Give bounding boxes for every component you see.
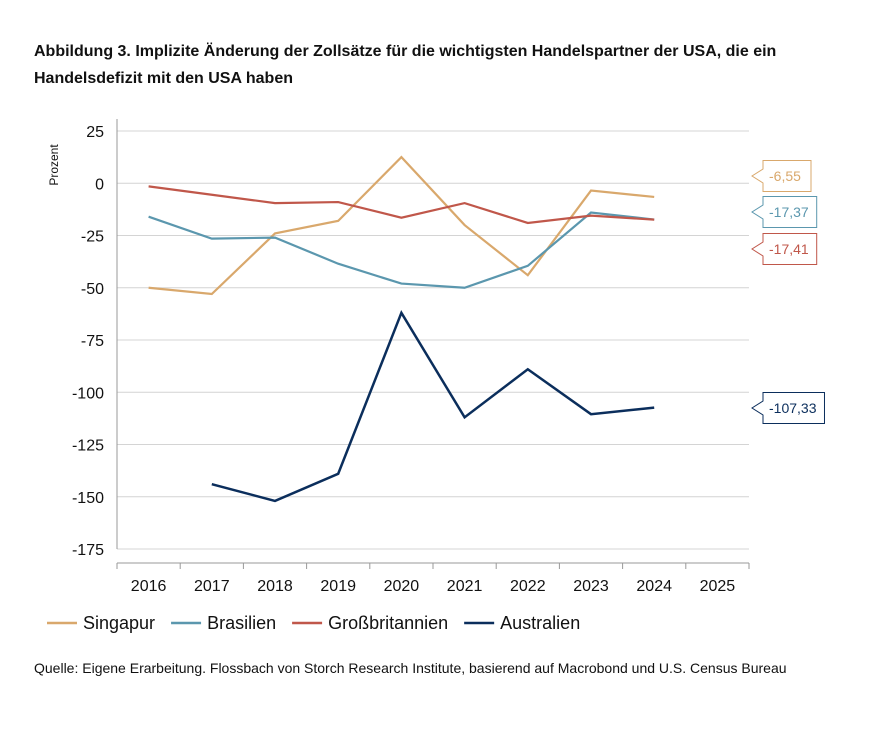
series-line-singapur bbox=[148, 155, 655, 296]
callout-box-großbritannien bbox=[751, 233, 818, 265]
y-tick-labels: 25 0 -25 -50 -75 -100 -125 -150 -175 bbox=[72, 124, 104, 559]
y-tick-label: -50 bbox=[81, 281, 104, 298]
y-tick-label: -75 bbox=[81, 333, 104, 350]
series-line-großbritannien bbox=[148, 185, 655, 225]
callout-label-brasilien: -17,37 bbox=[769, 204, 809, 220]
legend-label-australien: Australien bbox=[500, 613, 580, 633]
x-tick-label: 2018 bbox=[257, 578, 293, 595]
callout-box-brasilien bbox=[751, 196, 818, 228]
x-tick-label: 2020 bbox=[384, 578, 420, 595]
legend-label-brasilien: Brasilien bbox=[207, 613, 276, 633]
callout-box-singapur bbox=[751, 160, 812, 192]
figure-title: Abbildung 3. Implizite Änderung der Zoll… bbox=[34, 43, 777, 87]
legend-label-singapur: Singapur bbox=[83, 613, 155, 633]
x-tick-label: 2021 bbox=[447, 578, 483, 595]
y-tick-label: 25 bbox=[86, 124, 104, 141]
y-tick-label: 0 bbox=[95, 176, 104, 193]
x-tick-label: 2017 bbox=[194, 578, 230, 595]
x-tick-label: 2024 bbox=[636, 578, 672, 595]
series-line-australien bbox=[211, 310, 655, 503]
gridlines bbox=[117, 130, 749, 550]
end-value-callouts: -6,55 -17,37 -17,41 -107,33 bbox=[751, 160, 825, 424]
callout-box-australien bbox=[751, 392, 825, 424]
axes bbox=[116, 119, 750, 569]
legend-label-großbritannien: Großbritannien bbox=[328, 613, 448, 633]
legend: Singapur Brasilien Großbritannien Australie… bbox=[47, 613, 580, 633]
source-note: Quelle: Eigene Erarbeitung. Flossbach vo… bbox=[34, 660, 787, 676]
series-lines bbox=[148, 155, 655, 503]
x-tick-label: 2019 bbox=[320, 578, 356, 595]
series-line-brasilien bbox=[148, 211, 655, 289]
x-tick-labels: 2016 2017 2018 2019 2020 2021 2022 2023 2024 2025 bbox=[131, 578, 735, 595]
y-tick-label: -175 bbox=[72, 542, 104, 559]
y-tick-label: -100 bbox=[72, 385, 104, 402]
y-tick-label: -150 bbox=[72, 490, 104, 507]
x-tick-label: 2016 bbox=[131, 578, 167, 595]
callout-label-australien: -107,33 bbox=[769, 400, 817, 416]
callout-label-singapur: -6,55 bbox=[769, 168, 801, 184]
x-tick-label: 2025 bbox=[700, 578, 736, 595]
y-axis-label: Prozent bbox=[47, 144, 61, 186]
x-tick-label: 2023 bbox=[573, 578, 609, 595]
callout-label-großbritannien: -17,41 bbox=[769, 241, 809, 257]
x-tick-label: 2022 bbox=[510, 578, 546, 595]
y-tick-label: -25 bbox=[81, 229, 104, 246]
y-tick-label: -125 bbox=[72, 438, 104, 455]
